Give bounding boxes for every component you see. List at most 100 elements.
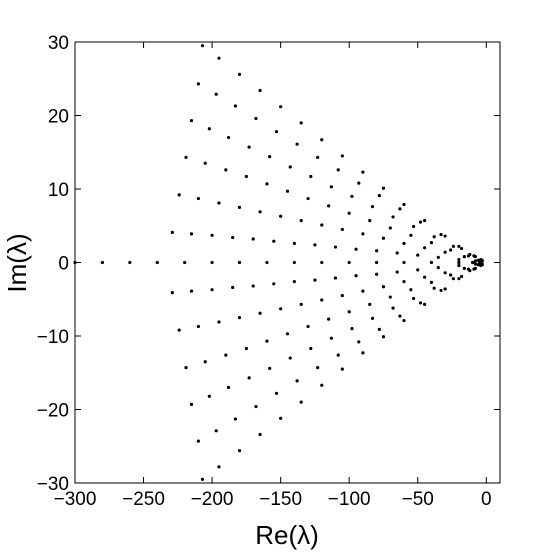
data-point: [449, 248, 453, 252]
data-point: [473, 262, 477, 266]
data-point: [247, 145, 251, 149]
data-point: [251, 284, 255, 288]
data-point: [207, 127, 211, 131]
data-point: [361, 351, 365, 355]
data-point: [329, 336, 333, 340]
data-point: [333, 245, 338, 249]
data-point: [233, 417, 237, 421]
data-point: [451, 277, 455, 281]
data-point: [347, 260, 351, 265]
x-tick-label: −300: [54, 489, 97, 510]
data-point: [309, 174, 313, 179]
y-tick-label: −30: [37, 474, 69, 495]
data-point: [316, 155, 320, 159]
data-point: [340, 227, 344, 232]
data-point: [155, 260, 159, 265]
plot-area-background: [75, 42, 500, 483]
data-point: [398, 207, 402, 211]
data-point: [423, 219, 427, 223]
data-point: [272, 239, 276, 243]
data-point: [451, 244, 455, 248]
data-point: [340, 367, 344, 371]
data-point: [402, 280, 406, 284]
data-points-layer: [73, 44, 484, 481]
data-point: [402, 260, 406, 265]
data-point: [368, 219, 372, 223]
data-point: [288, 165, 292, 169]
data-point: [254, 404, 258, 409]
y-tick-label: −10: [37, 327, 69, 348]
data-point: [443, 234, 447, 238]
data-point: [189, 402, 194, 406]
y-axis-ticks: −30 −20 −10 0 10 20 30: [37, 33, 500, 495]
data-point: [226, 385, 231, 390]
data-point: [443, 250, 447, 254]
y-axis-label: Im(λ): [2, 233, 32, 292]
data-point: [299, 400, 303, 404]
data-point: [299, 219, 303, 223]
data-point: [412, 224, 416, 229]
data-point: [265, 339, 269, 343]
data-point: [237, 316, 242, 320]
data-point: [184, 155, 188, 159]
data-point: [402, 241, 406, 245]
data-point: [231, 285, 235, 290]
y-tick-label: 0: [58, 254, 69, 275]
data-point: [306, 196, 310, 201]
data-point: [381, 335, 386, 339]
y-tick-label: 10: [48, 180, 69, 201]
data-point: [295, 142, 299, 146]
data-point: [432, 235, 436, 239]
data-point: [279, 105, 283, 109]
data-point: [457, 244, 461, 248]
data-point: [207, 394, 211, 398]
data-point: [429, 260, 434, 265]
data-point: [439, 232, 443, 237]
data-point: [377, 194, 381, 198]
data-point: [462, 255, 466, 259]
data-point: [210, 260, 214, 265]
data-point: [402, 202, 406, 207]
data-point: [217, 56, 221, 60]
data-point: [265, 182, 269, 186]
data-point: [217, 201, 221, 205]
data-point: [409, 233, 413, 237]
x-axis-ticks: −300 −250 −200 −150 −100 −50 0: [54, 42, 492, 510]
data-point: [354, 247, 358, 251]
data-point: [409, 288, 413, 292]
data-point: [170, 230, 174, 234]
data-point: [244, 174, 248, 179]
data-point: [274, 130, 279, 134]
data-point: [320, 260, 324, 265]
data-point: [375, 249, 379, 253]
data-point: [391, 306, 395, 310]
data-point: [368, 302, 372, 306]
data-point: [214, 92, 218, 96]
data-point: [128, 260, 132, 265]
data-point: [375, 272, 379, 276]
data-point: [462, 266, 466, 270]
data-point: [439, 288, 443, 293]
data-point: [354, 274, 358, 278]
data-point: [423, 246, 427, 250]
data-point: [288, 356, 292, 360]
data-point: [189, 232, 194, 236]
y-tick-label: 20: [48, 107, 69, 128]
data-point: [418, 301, 423, 305]
data-point: [177, 328, 181, 332]
data-point: [320, 298, 324, 302]
data-point: [457, 277, 461, 281]
data-point: [268, 366, 272, 370]
data-point: [457, 263, 461, 268]
data-point: [295, 379, 299, 383]
data-point: [313, 278, 317, 282]
x-tick-label: −50: [402, 489, 434, 510]
data-point: [247, 376, 251, 380]
data-point: [231, 235, 235, 240]
data-point: [244, 346, 248, 351]
data-point: [347, 310, 351, 314]
x-tick-label: 0: [481, 489, 492, 510]
data-point: [320, 383, 324, 387]
data-point: [224, 353, 228, 357]
